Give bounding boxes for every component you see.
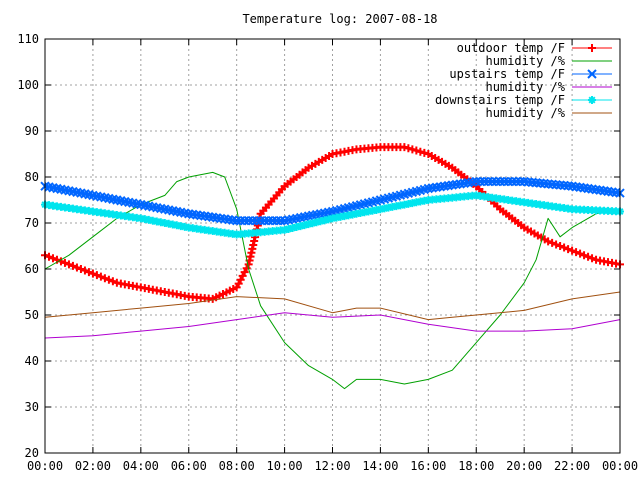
series-point (88, 269, 97, 278)
x-tick-label: 06:00 (171, 459, 207, 473)
y-tick-label: 30 (25, 400, 39, 414)
series-point (60, 258, 69, 267)
series-line (44, 171, 621, 390)
series-4-downstairs-temp-f (41, 191, 624, 239)
series-point (564, 245, 573, 254)
legend-marker (588, 96, 596, 104)
legend-item: humidity /% (486, 54, 612, 68)
series-point (92, 271, 101, 280)
legend-item: humidity /% (486, 80, 612, 94)
legend-marker (588, 44, 596, 52)
x-tick-label: 16:00 (410, 459, 446, 473)
series-point (104, 275, 113, 284)
series-point (72, 263, 81, 272)
legend-label: downstairs temp /F (435, 93, 565, 107)
y-axis-ticks: 20 30 40 50 60 70 80 90 100 110 (17, 32, 620, 460)
x-tick-label: 22:00 (554, 459, 590, 473)
y-tick-label: 20 (25, 446, 39, 460)
series-line (44, 312, 621, 339)
grid (45, 39, 620, 453)
series-5-humidity (44, 291, 621, 321)
x-tick-label: 02:00 (75, 459, 111, 473)
legend-label: humidity /% (486, 54, 566, 68)
x-tick-label: 04:00 (123, 459, 159, 473)
y-tick-label: 50 (25, 308, 39, 322)
y-tick-label: 100 (17, 78, 39, 92)
series-point (108, 277, 117, 286)
legend-marker (587, 69, 597, 79)
x-tick-label: 12:00 (314, 459, 350, 473)
series-3-humidity (44, 312, 621, 339)
x-tick-label: 08:00 (219, 459, 255, 473)
series-point (560, 243, 569, 252)
series-point (100, 274, 109, 283)
legend-label: upstairs temp /F (449, 67, 565, 81)
x-axis-ticks: 00:00 02:00 04:00 06:00 08:00 10:00 12:00 14:00… (27, 39, 638, 473)
legend-item: outdoor temp /F (457, 41, 612, 55)
legend-label: humidity /% (486, 80, 566, 94)
series-point (404, 144, 413, 153)
series-point (412, 146, 421, 155)
series-point (552, 240, 561, 249)
y-tick-label: 80 (25, 170, 39, 184)
series-line (44, 291, 621, 321)
series-point (80, 266, 89, 275)
series-point (568, 246, 577, 255)
x-tick-label: 14:00 (362, 459, 398, 473)
series-point (572, 248, 581, 257)
series-point (416, 147, 425, 156)
series-1-humidity (44, 171, 621, 390)
series-point (44, 252, 53, 261)
series-point (48, 254, 57, 263)
series-point (588, 254, 597, 263)
legend-item: downstairs temp /F (435, 93, 612, 107)
legend-label: outdoor temp /F (457, 41, 565, 55)
y-tick-label: 70 (25, 216, 39, 230)
series-point (420, 148, 429, 157)
chart-title: Temperature log: 2007-08-18 (242, 12, 437, 26)
series-point (408, 145, 417, 154)
series-point (544, 237, 553, 246)
y-tick-label: 60 (25, 262, 39, 276)
x-tick-label: 20:00 (506, 459, 542, 473)
series-point (548, 238, 557, 247)
series-point (556, 242, 565, 250)
legend-label: humidity /% (486, 106, 566, 120)
series-point (580, 251, 589, 260)
x-tick-label: 00:00 (602, 459, 638, 473)
y-tick-label: 110 (17, 32, 39, 46)
series-point (68, 261, 77, 270)
series-2-upstairs-temp-f (40, 176, 625, 226)
y-tick-label: 90 (25, 124, 39, 138)
series-point (576, 249, 585, 258)
legend-item: humidity /% (486, 106, 612, 120)
series-point (84, 268, 93, 277)
series-point (76, 265, 85, 273)
series-point (64, 260, 73, 269)
series-point (584, 252, 593, 261)
x-tick-label: 18:00 (458, 459, 494, 473)
series-point (400, 143, 409, 152)
legend-item: upstairs temp /F (449, 67, 612, 81)
x-tick-label: 00:00 (27, 459, 63, 473)
x-tick-label: 10:00 (267, 459, 303, 473)
series-point (96, 272, 105, 281)
y-tick-label: 40 (25, 354, 39, 368)
series-layer (40, 143, 625, 390)
